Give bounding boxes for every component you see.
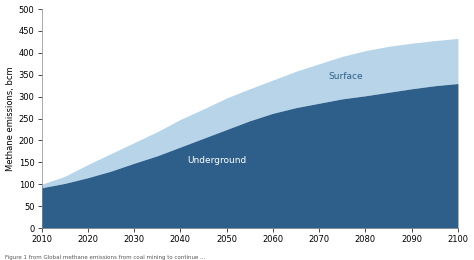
Y-axis label: Methane emissions, bcm: Methane emissions, bcm bbox=[6, 66, 15, 171]
Text: Figure 1 from Global methane emissions from coal mining to continue ...: Figure 1 from Global methane emissions f… bbox=[5, 255, 205, 260]
Text: Underground: Underground bbox=[188, 156, 247, 165]
Text: Surface: Surface bbox=[328, 73, 363, 81]
